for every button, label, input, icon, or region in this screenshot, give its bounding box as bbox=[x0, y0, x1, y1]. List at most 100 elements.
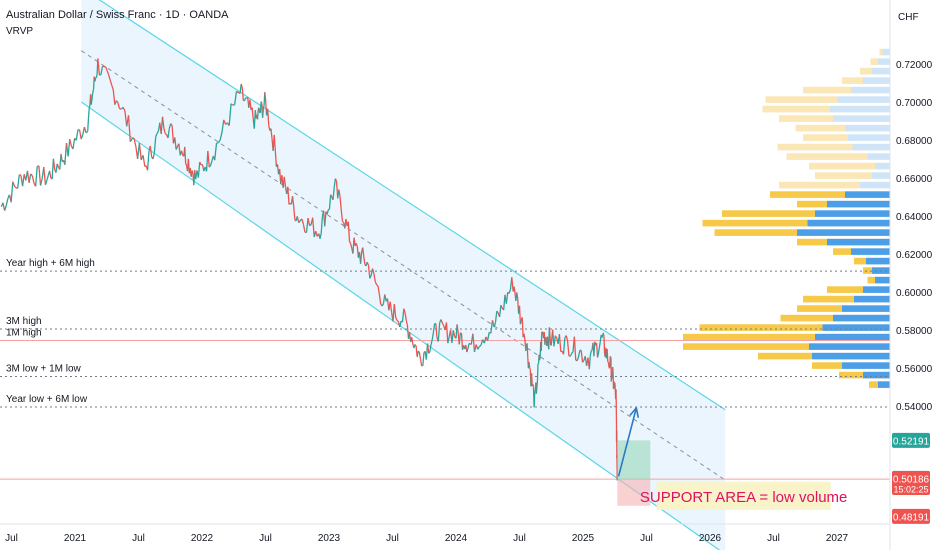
price-segment bbox=[435, 323, 438, 338]
price-segment bbox=[102, 65, 105, 68]
price-segment bbox=[251, 107, 254, 119]
price-segment bbox=[341, 220, 345, 224]
price-segment bbox=[452, 330, 456, 337]
price-segment bbox=[95, 73, 98, 78]
symbol-title[interactable]: Australian Dollar / Swiss Franc · 1D · O… bbox=[6, 9, 229, 21]
vp-bar-down bbox=[795, 124, 845, 132]
vp-bar-up bbox=[872, 267, 890, 274]
vp-bar-up bbox=[875, 162, 890, 170]
price-segment bbox=[445, 322, 449, 344]
price-segment bbox=[223, 119, 227, 125]
price-segment bbox=[419, 358, 423, 366]
price-segment bbox=[241, 87, 245, 101]
price-segment bbox=[156, 130, 160, 134]
price-segment bbox=[214, 143, 218, 161]
vp-bar-down bbox=[827, 286, 863, 293]
y-tick-label: 0.70000 bbox=[896, 98, 932, 109]
price-segment bbox=[87, 108, 90, 119]
y-tick-label: 0.68000 bbox=[896, 136, 932, 147]
price-segment bbox=[228, 103, 232, 126]
price-segment bbox=[171, 125, 175, 144]
price-segment bbox=[430, 339, 433, 345]
price-segment bbox=[5, 198, 9, 206]
vp-bar-down bbox=[683, 343, 809, 350]
vp-bar-down bbox=[870, 58, 878, 65]
price-segment bbox=[217, 139, 221, 144]
price-segment bbox=[270, 128, 273, 139]
price-segment bbox=[473, 344, 477, 352]
price-segment bbox=[30, 173, 33, 177]
price-segment bbox=[377, 285, 380, 295]
price-segment bbox=[508, 289, 512, 294]
price-segment bbox=[441, 322, 445, 326]
price-segment bbox=[67, 139, 71, 157]
vp-bar-down bbox=[833, 248, 851, 255]
price-segment bbox=[258, 107, 261, 113]
level-label: Year low + 6M low bbox=[6, 394, 88, 405]
vp-bar-down bbox=[803, 295, 854, 303]
price-segment bbox=[546, 336, 549, 344]
price-segment bbox=[199, 161, 202, 166]
price-segment bbox=[69, 138, 73, 147]
price-segment bbox=[467, 343, 470, 349]
vp-bar-up bbox=[809, 343, 890, 350]
x-tick-label: 2026 bbox=[699, 533, 722, 544]
price-segment bbox=[588, 355, 591, 370]
price-segment bbox=[52, 158, 56, 170]
indicator-label-vrvp[interactable]: VRVP bbox=[6, 26, 33, 37]
price-segment bbox=[122, 106, 126, 112]
price-segment bbox=[440, 319, 444, 324]
projection-arrowhead bbox=[629, 406, 640, 418]
vp-bar-down bbox=[762, 105, 830, 113]
price-segment bbox=[75, 129, 79, 141]
price-segment bbox=[367, 265, 371, 279]
price-segment bbox=[273, 134, 276, 151]
vp-bar-down bbox=[786, 153, 868, 160]
vp-bar-down bbox=[809, 162, 875, 170]
vp-bar-down bbox=[770, 191, 845, 198]
price-segment bbox=[46, 175, 49, 181]
price-segment bbox=[518, 305, 522, 325]
price-segment bbox=[447, 336, 450, 344]
vp-bar-up bbox=[851, 248, 890, 255]
annotations: SUPPORT AREA = low volume bbox=[617, 406, 847, 510]
vp-bar-up bbox=[872, 67, 890, 75]
x-tick-label: Jul bbox=[767, 533, 780, 544]
price-segment bbox=[369, 275, 372, 279]
price-segment bbox=[167, 128, 170, 139]
price-segment bbox=[221, 119, 225, 133]
vp-bar-down bbox=[777, 143, 853, 151]
x-tick-label: Jul bbox=[640, 533, 653, 544]
price-segment bbox=[287, 186, 290, 205]
price-segment bbox=[330, 194, 333, 198]
price-segment bbox=[56, 163, 60, 168]
x-tick-label: Jul bbox=[386, 533, 399, 544]
price-segment bbox=[577, 350, 581, 358]
price-segment bbox=[593, 341, 596, 357]
price-segment bbox=[261, 109, 264, 118]
price-segment bbox=[576, 356, 580, 362]
vp-bar-down bbox=[867, 276, 875, 284]
x-tick-label: 2021 bbox=[64, 533, 87, 544]
price-segment bbox=[431, 332, 435, 340]
price-segment bbox=[64, 142, 68, 165]
price-segment bbox=[401, 308, 405, 323]
price-segment bbox=[44, 179, 48, 186]
price-segment bbox=[411, 337, 414, 344]
vp-bar-down bbox=[803, 86, 851, 94]
countdown-timer: 15:02:25 bbox=[893, 484, 928, 494]
price-segment bbox=[88, 105, 91, 109]
price-segment bbox=[505, 292, 509, 304]
price-segment bbox=[532, 384, 535, 388]
price-segment bbox=[581, 359, 585, 363]
regression-channel bbox=[81, 0, 726, 550]
y-tick-label: 0.58000 bbox=[896, 326, 932, 337]
price-segment bbox=[486, 332, 490, 341]
vp-bar-up bbox=[875, 276, 890, 284]
price-segment bbox=[494, 310, 498, 323]
price-segment bbox=[523, 333, 526, 341]
price-segment bbox=[55, 163, 58, 173]
price-segment bbox=[39, 178, 43, 186]
